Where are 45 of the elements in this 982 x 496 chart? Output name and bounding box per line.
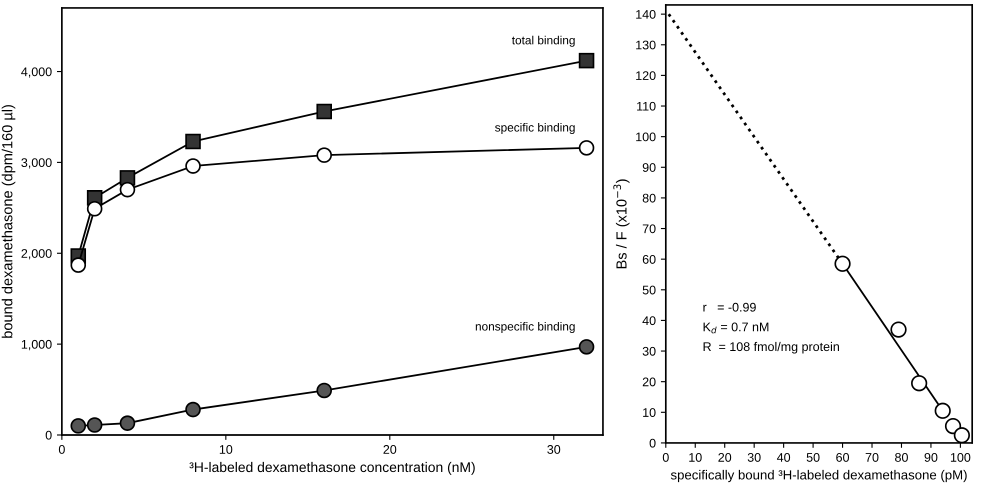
y-axis-title: bound dexamethasone (dpm/160 µl) [2, 105, 16, 338]
x-tick-label: 20 [383, 445, 396, 454]
y-tick-label: 40 [642, 316, 656, 326]
series-label: specific binding [495, 122, 575, 134]
x-tick-label: 70 [866, 452, 878, 462]
x-tick-label: 90 [924, 452, 938, 462]
x-tick-label: 60 [836, 452, 850, 462]
y-tick-label: 4,000 [21, 67, 52, 78]
y-tick-label: 120 [636, 71, 656, 80]
y-tick-label: 10 [643, 408, 656, 417]
x-tick-label: 50 [806, 452, 820, 462]
y-tick-label: 140 [636, 10, 656, 19]
x-tick-label: 10 [689, 452, 702, 462]
x-tick-label: 80 [895, 452, 908, 462]
x-axis-title: ³H-labeled dexamethasone concentration (nM) [189, 462, 475, 475]
y-tick-label: 0 [650, 438, 656, 448]
y-tick-label: 70 [642, 224, 656, 234]
x-tick-label: 100 [950, 452, 970, 462]
y-tick-label: 0 [46, 430, 52, 440]
x-tick-label: 0 [662, 452, 669, 462]
y-tick-label: 130 [636, 40, 656, 50]
annotation: r = -0.99 [703, 302, 756, 312]
y-tick-label: 80 [642, 194, 656, 203]
y-tick-label: 50 [642, 286, 656, 294]
series-label: total binding [512, 36, 575, 47]
y-tick-label: 30 [642, 346, 656, 356]
y-tick-label: 110 [637, 102, 656, 111]
y-axis-title: Bs / F (x10$^{−3}$) [613, 179, 630, 268]
annotation: K$_{d}$ = 0.7 nM [704, 322, 768, 334]
annotation: R = 108 fmol/mg protein [704, 342, 839, 354]
y-tick-label: 3,000 [21, 158, 52, 169]
x-tick-label: 30 [748, 452, 761, 462]
x-tick-label: 20 [718, 452, 732, 462]
y-tick-label: 2,000 [21, 249, 52, 260]
x-tick-label: 10 [220, 445, 232, 454]
y-tick-label: 1,000 [22, 340, 52, 350]
x-tick-label: 30 [547, 445, 560, 454]
x-axis-title: specifically bound ³H-labeled dexamethasone (pM) [670, 470, 967, 482]
series-label: nonspecific binding [476, 322, 575, 333]
x-tick-label: 40 [776, 452, 790, 462]
y-tick-label: 90 [642, 163, 656, 172]
y-tick-label: 60 [642, 254, 656, 264]
y-tick-label: 20 [642, 377, 656, 386]
y-tick-label: 100 [636, 132, 656, 142]
x-tick-label: 0 [58, 445, 65, 454]
